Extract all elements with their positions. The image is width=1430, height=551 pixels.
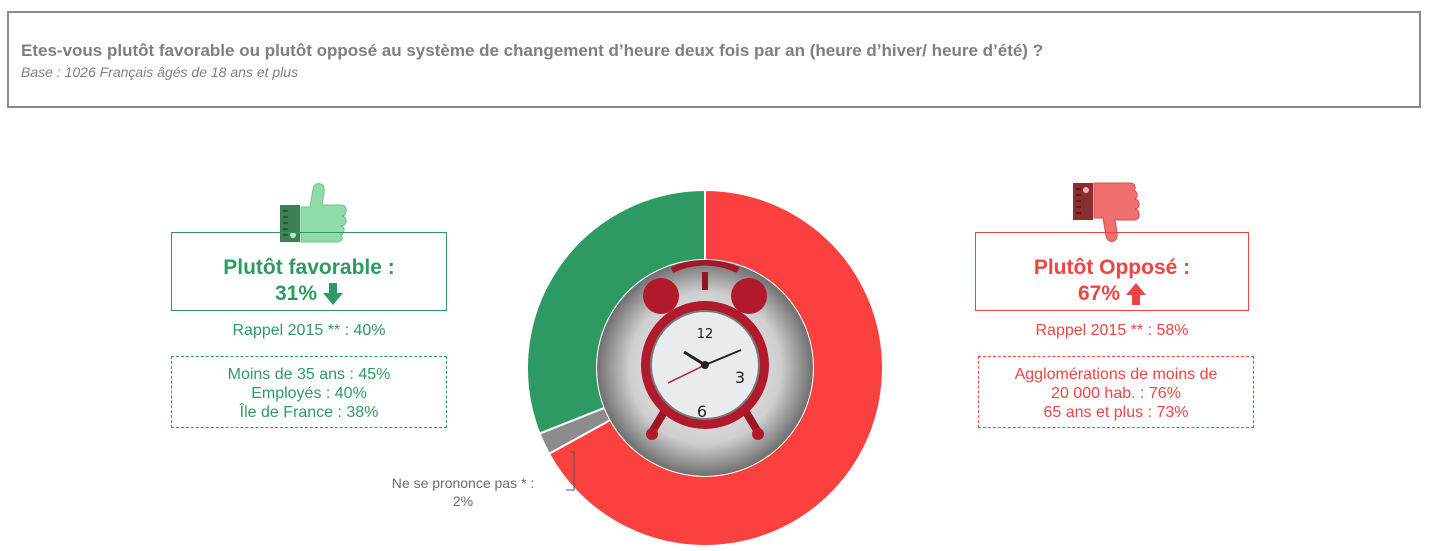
question-title: Etes-vous plutôt favorable ou plutôt opp… bbox=[21, 41, 1044, 60]
favorable-rappel: Rappel 2015 ** : 40% bbox=[232, 322, 386, 339]
svg-text:6: 6 bbox=[697, 402, 707, 421]
oppose-rappel: Rappel 2015 ** : 58% bbox=[1035, 322, 1189, 339]
nsp-label: Ne se prononce pas * : bbox=[391, 475, 535, 491]
nsp-leader-line bbox=[566, 451, 575, 491]
favorable-label: Plutôt favorable : bbox=[223, 256, 395, 279]
favorable-box: Plutôt favorable : 31% bbox=[171, 232, 447, 311]
favorable-detail-item: Moins de 35 ans : 45% bbox=[227, 366, 391, 383]
oppose-detail-item: 65 ans et plus : 73% bbox=[1043, 404, 1189, 421]
oppose-value-line: 67% bbox=[976, 281, 1248, 307]
favorable-value-line: 31% bbox=[172, 281, 446, 307]
oppose-value: 67% bbox=[1077, 282, 1121, 305]
base-note: Base : 1026 Français âgés de 18 ans et p… bbox=[21, 64, 299, 80]
nsp-annotation: Ne se prononce pas * : 2% bbox=[368, 474, 558, 510]
oppose-details: Agglomérations de moins de 20 000 hab. :… bbox=[978, 356, 1254, 428]
svg-text:12: 12 bbox=[697, 327, 714, 342]
oppose-label: Plutôt Opposé : bbox=[1033, 256, 1191, 279]
oppose-detail-item: 20 000 hab. : 76% bbox=[1051, 385, 1181, 402]
nsp-value: 2% bbox=[452, 493, 474, 509]
svg-text:3: 3 bbox=[735, 368, 745, 387]
oppose-box: Plutôt Opposé : 67% bbox=[975, 232, 1249, 311]
arrow-down-icon bbox=[323, 283, 344, 306]
favorable-detail-item: Employés : 40% bbox=[251, 385, 367, 402]
thumbs-down-icon bbox=[1073, 182, 1140, 242]
alarm-clock-icon: 12 3 6 bbox=[597, 260, 813, 476]
favorable-details: Moins de 35 ans : 45% Employés : 40% Île… bbox=[171, 356, 447, 428]
question-box: Etes-vous plutôt favorable ou plutôt opp… bbox=[7, 11, 1421, 108]
favorable-detail-item: Île de France : 38% bbox=[239, 404, 379, 421]
oppose-detail-item: Agglomérations de moins de bbox=[1014, 366, 1218, 383]
arrow-up-icon bbox=[1126, 283, 1147, 306]
favorable-value: 31% bbox=[274, 282, 318, 305]
